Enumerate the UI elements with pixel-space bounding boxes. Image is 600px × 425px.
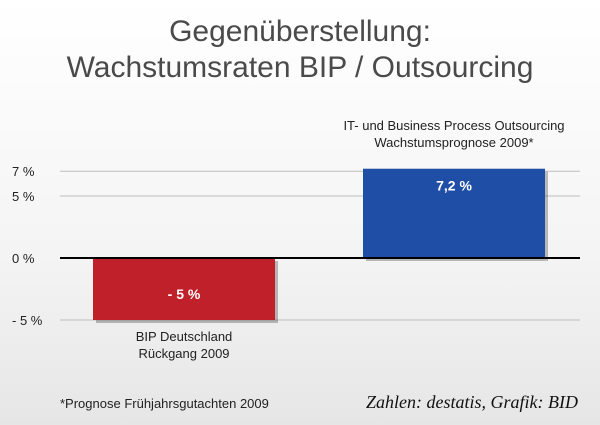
chart-title: Gegenüberstellung: Wachstumsraten BIP / … (0, 14, 600, 86)
y-tick-label: 0 % (12, 251, 35, 266)
chart-title-line-1: Gegenüberstellung: (169, 15, 431, 48)
y-tick-label: - 5 % (12, 313, 43, 328)
bar (363, 168, 545, 258)
category-label: Rückgang 2009 (138, 346, 229, 361)
source-credit: Zahlen: destatis, Grafik: BID (366, 392, 578, 412)
bar (93, 258, 275, 320)
y-tick-label: 7 % (12, 164, 35, 179)
category-label: IT- und Business Process Outsourcing (343, 118, 564, 133)
chart-title-line-2: Wachstumsraten BIP / Outsourcing (66, 51, 534, 84)
footnote: *Prognose Frühjahrsgutachten 2009 (60, 396, 269, 411)
y-tick-label: 5 % (12, 189, 35, 204)
category-label: BIP Deutschland (136, 329, 233, 344)
category-label: Wachstumsprognose 2009* (374, 135, 533, 150)
bar-value-label: 7,2 % (436, 178, 472, 194)
bar-value-label: - 5 % (168, 286, 201, 302)
